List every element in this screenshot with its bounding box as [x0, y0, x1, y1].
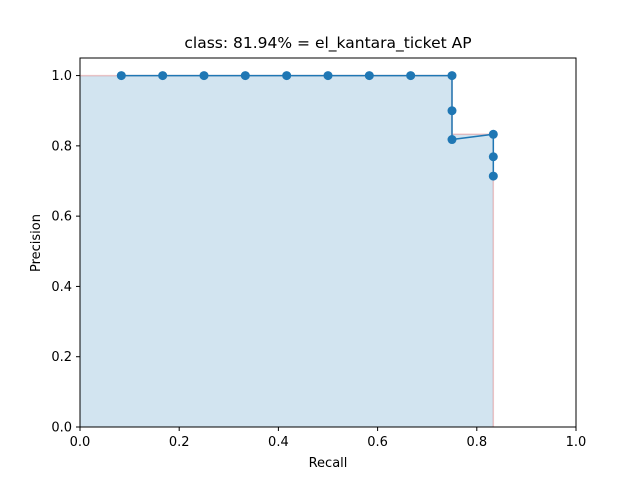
pr-data-point [323, 71, 333, 81]
pr-data-point [488, 171, 498, 181]
pr-series-line [121, 74, 495, 177]
pr-data-point [158, 71, 168, 81]
y-tick-label: 0.4 [51, 280, 72, 295]
pr-data-point [282, 71, 292, 81]
pr-data-point [406, 71, 416, 81]
pr-data-point [447, 106, 457, 116]
x-tick-label: 0.2 [169, 435, 190, 450]
x-tick-label: 0.4 [268, 435, 289, 450]
y-tick-label: 0.2 [51, 350, 72, 365]
pr-data-point [240, 71, 250, 81]
y-tick-label: 0.6 [51, 210, 72, 225]
x-tick-label: 0.8 [466, 435, 487, 450]
y-tick-label: 1.0 [51, 69, 72, 84]
x-tick-label: 1.0 [566, 435, 587, 450]
pr-data-point [447, 135, 457, 145]
pr-data-point [488, 152, 498, 162]
pr-data-point [447, 71, 457, 81]
plot-area [80, 71, 498, 428]
x-tick-label: 0.6 [367, 435, 388, 450]
plot-frame [79, 57, 577, 428]
x-axis-label: Recall [309, 456, 348, 471]
x-axis-ticks: 0.0 0.2 0.4 0.6 0.8 1.0 [70, 427, 587, 450]
pr-data-point [364, 71, 374, 81]
ap-area-fill [80, 75, 494, 428]
y-axis-label: Precision [29, 214, 44, 272]
y-tick-label: 0.0 [51, 421, 72, 436]
y-axis-ticks: 0.0 0.2 0.4 0.6 0.8 1.0 [51, 69, 80, 436]
pr-data-point [488, 129, 498, 139]
y-tick-label: 0.8 [51, 139, 72, 154]
chart-title: class: 81.94% = el_kantara_ticket AP [184, 34, 471, 53]
x-tick-label: 0.0 [70, 435, 91, 450]
pr-data-point [116, 71, 126, 81]
pr-data-point [199, 71, 209, 81]
